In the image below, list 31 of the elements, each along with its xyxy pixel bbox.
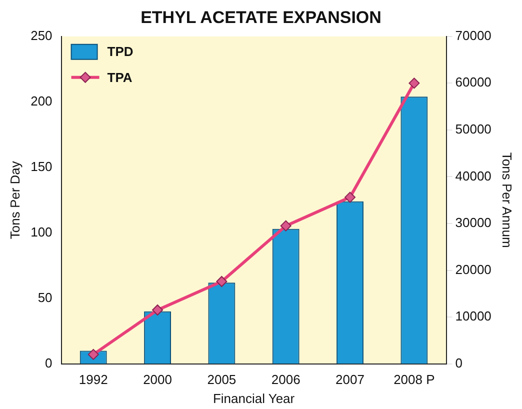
point (408, 78, 420, 89)
y2-tick-label: 50000 (455, 122, 492, 137)
x-tick-label: 2005 (207, 372, 236, 388)
x-tick-label: 2008 P (394, 372, 435, 388)
y-tick-label: 0 (45, 355, 52, 370)
x-tick-label: 2000 (143, 372, 172, 388)
y-tick-label: 250 (30, 28, 52, 43)
y2-tick-label: 40000 (455, 168, 492, 184)
x-tick-label: 1992 (78, 372, 108, 388)
y2-axis-title: Tons Per Annum (500, 152, 515, 248)
point (216, 276, 228, 287)
legend-label: TPA (107, 70, 133, 85)
y2-tick-label: 10000 (455, 308, 492, 324)
point (344, 192, 356, 203)
y2-tick-label: 60000 (455, 74, 492, 90)
legend-label: TPD (107, 44, 134, 59)
y-tick-label: 100 (30, 224, 52, 240)
y-axis-title: Tons Per Day (7, 160, 22, 240)
y2-tick-label: 0 (455, 355, 462, 370)
chart-title: ETHYL ACETATE EXPANSION (140, 8, 382, 27)
y2-tick-label: 20000 (455, 262, 492, 277)
y2-tick-label: 30000 (455, 215, 492, 230)
y-tick-label: 200 (30, 93, 52, 108)
x-tick-label: 2006 (271, 372, 300, 388)
y-tick-label: 50 (38, 290, 52, 305)
y-tick-label: 150 (30, 158, 52, 174)
x-tick-label: 2007 (336, 372, 364, 388)
x-axis-title: Financial Year (212, 390, 296, 406)
point (280, 220, 292, 232)
y2-tick-label: 70000 (455, 28, 492, 43)
point (152, 304, 164, 316)
